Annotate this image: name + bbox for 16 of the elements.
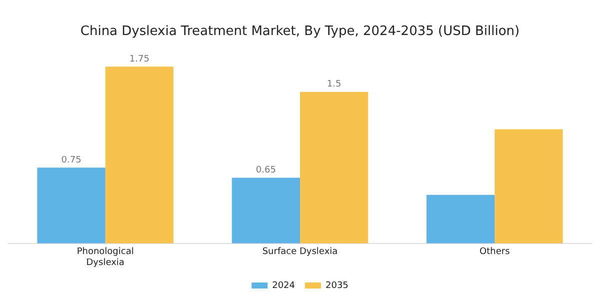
legend-label: 2024 xyxy=(272,280,296,291)
x-tick-label: Surface Dyslexia xyxy=(262,247,338,258)
chart-title: China Dyslexia Treatment Market, By Type, 2024-2035 (USD Billion) xyxy=(80,24,520,40)
bar xyxy=(300,92,368,244)
bar xyxy=(105,66,174,244)
legend-label: 2035 xyxy=(326,280,348,291)
bar xyxy=(426,194,495,244)
data-label: 1.5 xyxy=(326,80,342,90)
data-label: 1.75 xyxy=(129,54,150,64)
x-tick-label: Others xyxy=(480,247,510,258)
bar xyxy=(37,168,106,244)
x-tick-label: Phonological Dyslexia xyxy=(76,247,134,268)
bar xyxy=(494,129,563,244)
data-label: 0.65 xyxy=(256,166,276,176)
bar xyxy=(232,178,300,244)
data-label: 0.75 xyxy=(61,155,82,166)
